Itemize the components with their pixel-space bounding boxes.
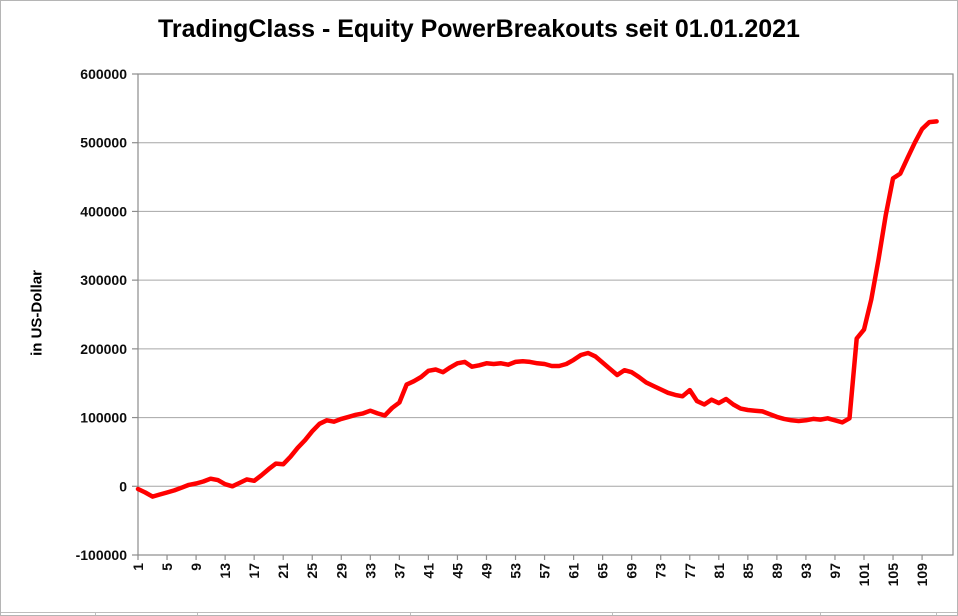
y-tick-label: -100000 (76, 547, 128, 563)
worksheet-column-tick (410, 613, 411, 615)
worksheet-column-tick (95, 613, 96, 615)
worksheet-edge-line (1, 612, 957, 613)
worksheet-column-tick (197, 613, 198, 615)
y-tick-label: 600000 (80, 66, 127, 82)
x-tick-label: 65 (595, 563, 611, 579)
x-tick-label: 77 (682, 563, 698, 579)
x-tick-label: 25 (304, 563, 320, 579)
worksheet-column-tick (936, 613, 937, 615)
x-tick-label: 29 (333, 563, 349, 579)
y-tick-label: 0 (119, 478, 127, 494)
x-tick-label: 13 (217, 563, 233, 579)
x-tick-label: 49 (478, 563, 494, 579)
x-tick-label: 41 (420, 563, 436, 579)
x-tick-label: 69 (624, 563, 640, 579)
x-tick-label: 1 (130, 563, 146, 571)
y-tick-label: 300000 (80, 272, 127, 288)
x-tick-label: 21 (275, 563, 291, 579)
x-tick-label: 85 (740, 563, 756, 579)
x-tick-label: 61 (566, 563, 582, 579)
x-tick-label: 53 (508, 563, 524, 579)
x-tick-label: 101 (856, 563, 872, 587)
x-tick-label: 93 (798, 563, 814, 579)
x-tick-label: 89 (769, 563, 785, 579)
y-tick-label: 400000 (80, 203, 127, 219)
chart-title: TradingClass - Equity PowerBreakouts sei… (158, 15, 800, 43)
worksheet-column-tick (820, 613, 821, 615)
x-tick-label: 45 (449, 563, 465, 579)
x-tick-label: 73 (653, 563, 669, 579)
plot-border (137, 73, 954, 556)
x-tick-label: 105 (885, 563, 901, 587)
x-tick-label: 57 (537, 563, 553, 579)
x-tick-label: 97 (827, 563, 843, 579)
worksheet-column-tick (612, 613, 613, 615)
x-tick-label: 17 (246, 563, 262, 579)
x-tick-label: 81 (711, 563, 727, 579)
x-tick-label: 33 (362, 563, 378, 579)
y-tick-label: 100000 (80, 410, 127, 426)
x-tick-label: 9 (188, 563, 204, 571)
y-tick-label: 500000 (80, 135, 127, 151)
equity-curve (135, 119, 939, 499)
x-tick-label: 37 (391, 563, 407, 579)
y-tick-label: 200000 (80, 341, 127, 357)
x-tick-label: 109 (914, 563, 930, 587)
x-tick-label: 5 (159, 563, 175, 571)
